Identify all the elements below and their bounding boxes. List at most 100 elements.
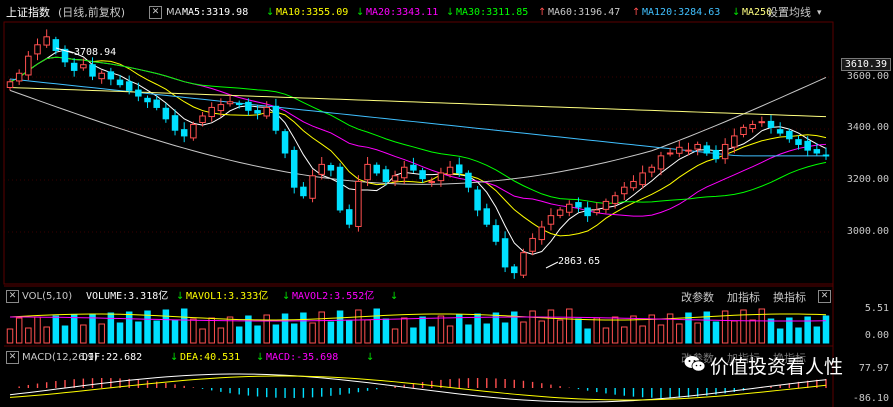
- index-title: 上证指数: [6, 6, 50, 19]
- candle-body-53: [492, 225, 500, 242]
- vol-bar-84: [776, 328, 784, 344]
- candle-body-17: [162, 107, 170, 120]
- vol-bar-41: [382, 318, 390, 344]
- vol-bar-72: [666, 313, 674, 344]
- chevron-down-icon[interactable]: ▾: [817, 8, 822, 18]
- candle-body-67: [621, 186, 628, 195]
- candle-body-61: [566, 203, 573, 213]
- candle-body-9: [89, 64, 96, 77]
- candle-body-68: [630, 180, 637, 189]
- ma-row-item-4: MA60:3196.47: [548, 7, 621, 18]
- vol-bar-30: [281, 313, 289, 344]
- close-main-button[interactable]: ✕: [149, 6, 162, 19]
- candle-body-82: [758, 121, 766, 124]
- candle-body-4: [43, 36, 50, 46]
- vol-bar-2: [25, 327, 32, 344]
- ma-row-arrow-4: ↑: [632, 7, 641, 18]
- candle-body-21: [199, 115, 206, 124]
- candle-body-24: [226, 101, 234, 105]
- candle-body-58: [538, 226, 546, 241]
- candle-body-32: [300, 186, 307, 197]
- vol-bar-31: [290, 323, 298, 344]
- low-annotation: 2863.65: [558, 256, 601, 267]
- vol-tick-zero: 0.00: [864, 330, 889, 341]
- close-vol-button[interactable]: ✕: [6, 290, 19, 303]
- chart-period-label: (日线,前复权): [58, 6, 126, 19]
- candle-body-63: [584, 207, 591, 217]
- low-marker-line: [545, 261, 559, 269]
- vol-bar-70: [648, 314, 656, 344]
- vol-bar-7: [70, 314, 78, 344]
- vol-bar-78: [721, 310, 729, 344]
- candle-body-70: [648, 166, 656, 173]
- candle-body-12: [116, 79, 124, 86]
- vol-bar-79: [731, 320, 738, 344]
- candle-body-31: [290, 149, 298, 188]
- candle-body-73: [676, 146, 683, 154]
- candle-body-7: [70, 62, 78, 71]
- price-tick-3200: 3200.00: [846, 174, 889, 185]
- candle-body-19: [180, 129, 188, 137]
- wechat-icon: [684, 356, 706, 372]
- vol-bar-50: [465, 324, 472, 344]
- vol-bar-58: [538, 320, 546, 344]
- vol-bar-52: [483, 323, 491, 344]
- price-tick-3400: 3400.00: [846, 122, 889, 133]
- candle-body-69: [639, 172, 646, 186]
- vol-bar-65: [602, 327, 610, 344]
- candle-body-60: [556, 209, 564, 216]
- candle-body-1: [15, 72, 23, 82]
- candle-body-50: [465, 172, 472, 188]
- vol-bar-61: [566, 308, 573, 344]
- ma-settings-button[interactable]: 设置均线: [767, 6, 811, 19]
- vol-bar-71: [657, 324, 665, 344]
- macd-switch-indicator-button[interactable]: 换指标: [773, 352, 806, 365]
- candle-body-16: [153, 99, 160, 108]
- candle-body-6: [61, 48, 69, 63]
- vol-bar-4: [43, 326, 50, 344]
- candle-body-59: [547, 215, 555, 225]
- macd-row-item-1: DEA:40.531: [180, 352, 241, 363]
- vol-row-arrow-2: ↓: [390, 291, 399, 302]
- vol-bar-80: [740, 309, 747, 344]
- candle-body-44: [410, 164, 417, 171]
- candle-body-79: [731, 135, 738, 148]
- vol-add-indicator-button[interactable]: 加指标: [727, 291, 760, 304]
- candle-body-34: [318, 163, 325, 175]
- candle-body-11: [107, 71, 115, 80]
- candle-body-30: [281, 131, 289, 154]
- candle-body-47: [437, 172, 445, 182]
- candle-body-84: [776, 129, 784, 134]
- candle-body-49: [456, 164, 463, 174]
- ma-row-item-6: MA250: [742, 7, 773, 18]
- candle-body-5: [52, 39, 60, 51]
- vol-bar-39: [364, 319, 371, 344]
- candle-body-46: [428, 180, 436, 183]
- high-marker-line: [55, 47, 74, 54]
- vol-title: VOL(5,10): [22, 291, 73, 302]
- vol-bar-55: [511, 311, 518, 344]
- vol-switch-indicator-button[interactable]: 换指标: [773, 291, 806, 304]
- vol-bar-82: [758, 308, 766, 344]
- ma30-line: [9, 56, 827, 205]
- vol-bar-36: [336, 310, 344, 344]
- macd-add-indicator-button[interactable]: 加指标: [727, 352, 760, 365]
- candle-body-66: [611, 195, 619, 204]
- candle-body-39: [364, 163, 371, 181]
- candle-body-89: [822, 154, 830, 157]
- ma-row-item-1: MA10:3355.09: [276, 7, 349, 18]
- ma-row-arrow-2: ↓: [446, 7, 455, 18]
- ma-row-item-2: MA20:3343.11: [366, 7, 439, 18]
- vol-change-params-button[interactable]: 改参数: [681, 291, 714, 304]
- vol-bar-29: [272, 324, 280, 344]
- candle-body-77: [712, 149, 720, 160]
- macd-row-arrow-0: ↓: [170, 352, 179, 363]
- vol-bar-54: [501, 322, 509, 344]
- ma-row-item-5: MA120:3284.63: [642, 7, 721, 18]
- close-macd-button[interactable]: ✕: [6, 351, 19, 364]
- vol-bar-68: [630, 315, 637, 344]
- vol-panel-close-button[interactable]: ✕: [818, 290, 831, 303]
- candle-body-35: [327, 165, 335, 171]
- vol-bar-85: [786, 317, 793, 344]
